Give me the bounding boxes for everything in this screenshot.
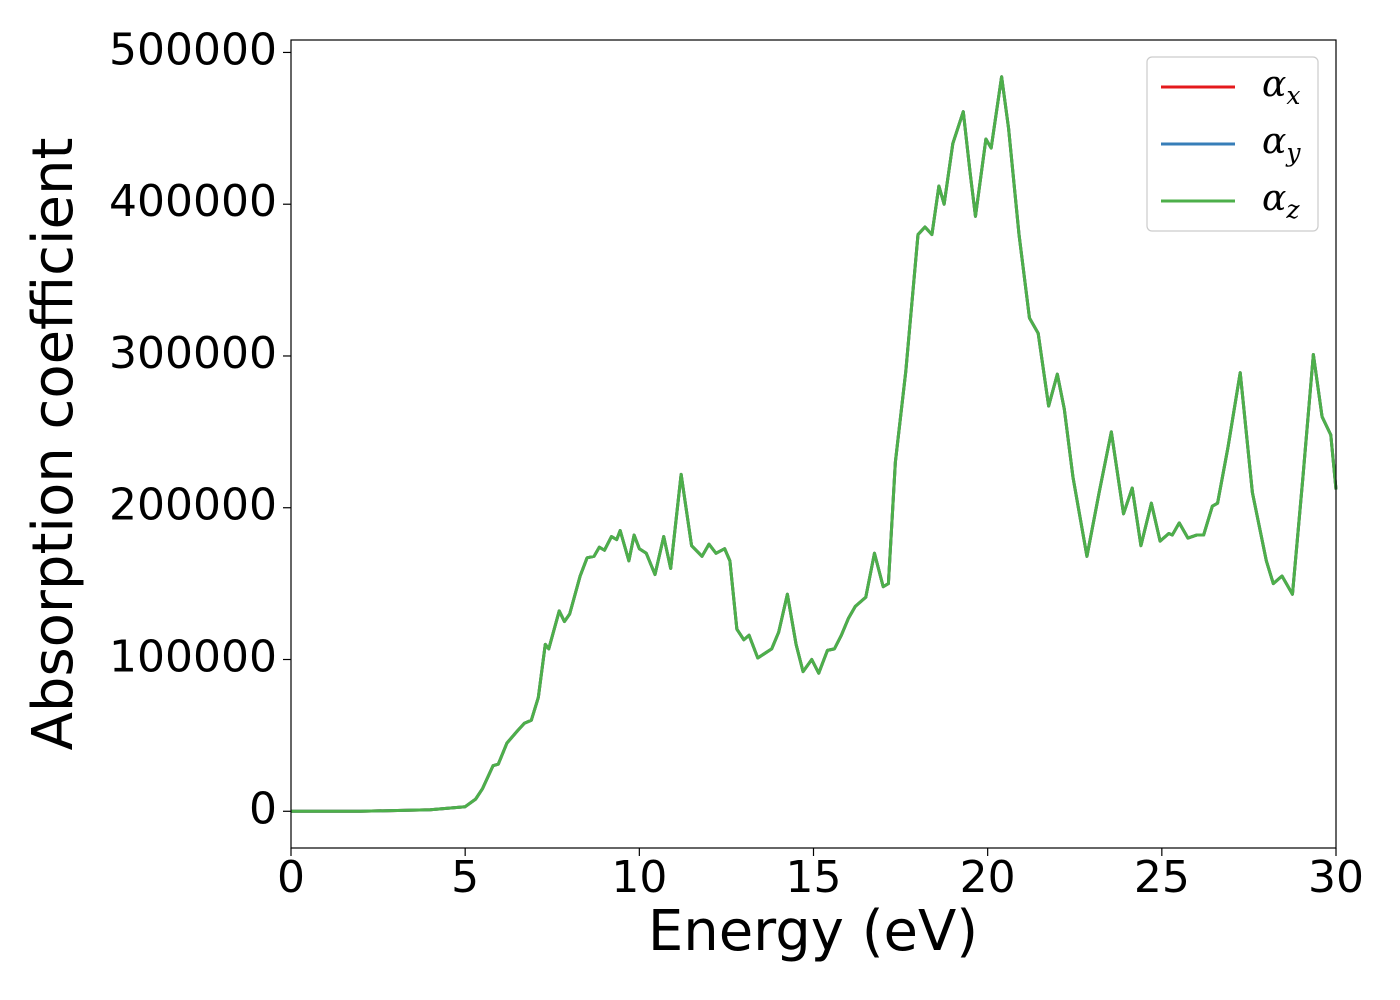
line bbox=[291, 75, 1338, 813]
x-tick-label: 0 bbox=[277, 852, 305, 903]
x-tick-label: 25 bbox=[1134, 852, 1190, 903]
x-tick-label: 30 bbox=[1308, 852, 1364, 903]
y-tick-label: 300000 bbox=[109, 328, 277, 379]
y-tick-label: 100000 bbox=[109, 632, 277, 683]
x-tick-label: 10 bbox=[611, 852, 667, 903]
plot-frame bbox=[290, 39, 1337, 849]
x-tick-label: 5 bbox=[451, 852, 479, 903]
y-tick-label: 0 bbox=[249, 783, 277, 834]
y-tick-label: 200000 bbox=[109, 480, 277, 531]
y-axis-label: Absorption coefficient bbox=[21, 138, 86, 751]
y-tick-label: 500000 bbox=[109, 24, 277, 75]
y-tick-label: 400000 bbox=[109, 176, 277, 227]
x-tick-label: 20 bbox=[960, 852, 1016, 903]
x-tick-label: 15 bbox=[786, 852, 842, 903]
x-axis-label: Energy (eV) bbox=[648, 899, 978, 964]
